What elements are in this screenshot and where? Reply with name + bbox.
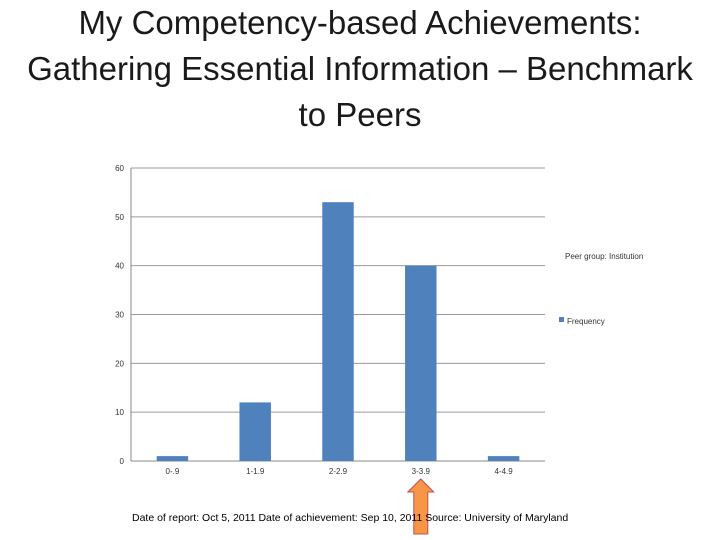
legend-label-frequency: Frequency <box>567 317 605 326</box>
x-tick-label: 2-2.9 <box>329 467 348 476</box>
x-tick-label: 4-4.9 <box>494 467 513 476</box>
slide-title: My Competency-based Achievements: Gather… <box>27 4 693 133</box>
footer-note: Date of report: Oct 5, 2011 Date of achi… <box>132 512 569 524</box>
y-tick-labels: 0 10 20 30 40 50 60 <box>115 164 124 466</box>
legend-header: Peer group: Institution <box>565 252 643 261</box>
y-tick-label: 30 <box>115 311 124 320</box>
x-tick-label: 1-1.9 <box>246 467 265 476</box>
highlight-arrow-icon <box>406 478 436 535</box>
bar-3-3.9 <box>405 265 437 461</box>
bar-1-1.9 <box>239 402 271 461</box>
y-tick-label: 40 <box>115 262 124 271</box>
x-tick-label: 3-3.9 <box>412 467 431 476</box>
bar-4-4.9 <box>487 456 520 461</box>
bars <box>156 202 520 461</box>
bar-2-2.9 <box>322 202 354 461</box>
x-tick-labels: 0-.9 1-1.9 2-2.9 3-3.9 4-4.9 <box>166 467 514 476</box>
y-tick-label: 0 <box>120 457 125 466</box>
y-tick-label: 50 <box>115 213 124 222</box>
y-tick-label: 20 <box>115 359 124 368</box>
y-tick-label: 10 <box>115 408 124 417</box>
x-tick-label: 0-.9 <box>166 467 180 476</box>
y-tick-label: 60 <box>115 164 124 173</box>
legend-swatch-frequency <box>559 317 564 322</box>
bar-0-.9 <box>156 456 189 461</box>
